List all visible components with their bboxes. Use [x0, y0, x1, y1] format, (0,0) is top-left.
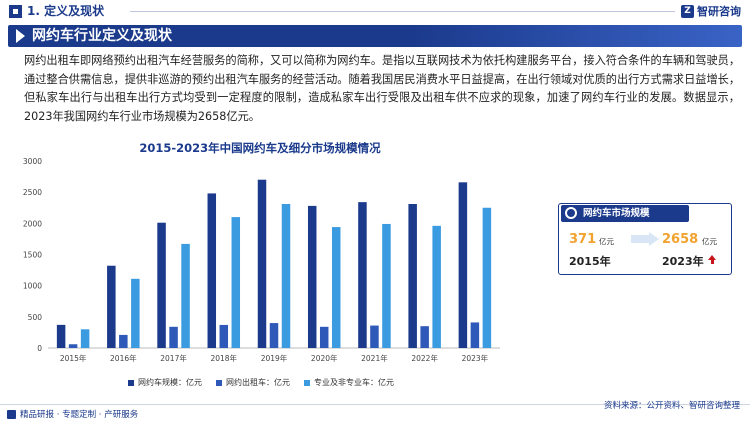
bar-s3-5: [331, 227, 341, 348]
legend-swatch-3: [304, 379, 310, 386]
arrow-right-icon: [631, 232, 659, 246]
y-tick-label-0: 0: [37, 344, 42, 353]
card-title: 网约车市场规模: [583, 208, 650, 219]
chart-title: 2015-2023年中国网约车及细分市场规模情况: [139, 141, 381, 155]
bar-s3-0: [80, 329, 90, 348]
chart-legend: 网约车规模：亿元 网约出租车：亿元 专业及非专业车：亿元: [128, 377, 408, 388]
legend-label-2: 网约出租车：亿元: [226, 378, 290, 387]
bar-s2-4: [269, 323, 279, 348]
market-size-card: 网约车市场规模 371 亿元 2658 亿元 2015年 2023年: [558, 203, 732, 275]
banner-arrow-icon: [16, 29, 25, 43]
legend-item-3: 专业及非专业车：亿元: [304, 377, 394, 388]
brand-logo-text: 智研咨询: [697, 5, 741, 18]
bar-s3-7: [432, 225, 441, 348]
brand-logo: Z 智研咨询: [681, 3, 741, 19]
bar-s3-4: [281, 204, 291, 348]
bar-s2-6: [370, 325, 379, 348]
bar-s2-0: [68, 344, 78, 348]
y-tick-label-4: 2000: [23, 219, 42, 228]
x-tick-label-3: 2018年: [210, 353, 237, 363]
bar-s3-1: [131, 278, 140, 348]
page-title: 网约车行业定义及现状: [32, 28, 172, 44]
legend-swatch-2: [216, 379, 222, 386]
intro-paragraph: 网约出租车即网络预约出租汽车经营服务的简称，又可以简称为网约车。是指以互联网技术…: [24, 54, 741, 123]
x-tick-label-0: 2015年: [60, 353, 87, 363]
bar-s1-2: [157, 222, 166, 348]
bar-s3-2: [181, 243, 190, 348]
start-value: 371: [569, 232, 597, 247]
bar-s2-5: [319, 326, 329, 348]
bar-s1-7: [408, 204, 417, 348]
x-tick-label-7: 2022年: [411, 353, 438, 363]
bar-s2-1: [119, 334, 128, 348]
legend-item-1: 网约车规模：亿元: [128, 377, 202, 388]
bar-s1-6: [358, 202, 367, 348]
end-year: 2023年: [662, 255, 704, 268]
bar-s1-0: [56, 324, 66, 348]
footer-divider: [0, 404, 750, 405]
bar-s2-3: [219, 324, 229, 348]
legend-label-1: 网约车规模：亿元: [138, 378, 202, 387]
y-tick-label-2: 1000: [23, 282, 42, 291]
y-tick-label-3: 1500: [23, 251, 42, 260]
circle-icon: [565, 207, 577, 219]
x-tick-label-6: 2021年: [361, 353, 388, 363]
top-bar: 1. 定义及现状 Z 智研咨询: [0, 0, 750, 22]
bar-s3-6: [382, 223, 391, 348]
brand-logo-icon: Z: [681, 4, 694, 18]
end-value: 2658: [662, 232, 699, 247]
footer-logo-icon: [7, 409, 16, 419]
title-banner: 网约车行业定义及现状: [8, 25, 742, 47]
legend-swatch-1: [128, 379, 134, 386]
x-tick-label-2: 2017年: [160, 353, 187, 363]
bar-s3-3: [231, 217, 241, 348]
bar-s1-8: [458, 182, 468, 348]
bar-s1-3: [207, 193, 217, 348]
x-tick-label-8: 2023年: [462, 353, 489, 363]
end-unit: 亿元: [702, 237, 717, 246]
x-tick-label-5: 2020年: [311, 353, 338, 363]
bar-s3-8: [482, 207, 492, 348]
y-tick-label-5: 2500: [23, 188, 42, 197]
card-header: 网约车市场规模: [561, 205, 689, 222]
legend-item-2: 网约出租车：亿元: [216, 377, 290, 388]
footer-left: 精品研报 · 专题定制 · 产研服务: [7, 408, 138, 420]
bar-s2-8: [470, 322, 480, 348]
legend-label-3: 专业及非专业车：亿元: [314, 378, 394, 387]
bar-s2-2: [169, 326, 178, 348]
y-tick-label-6: 3000: [23, 157, 42, 166]
bar-s1-1: [107, 265, 116, 348]
start-year: 2015年: [569, 255, 611, 268]
section-square-icon: [9, 5, 22, 18]
bar-s2-7: [420, 326, 429, 348]
section-title: 1. 定义及现状: [27, 4, 105, 18]
up-arrow-icon: [708, 255, 716, 264]
x-tick-label-4: 2019年: [261, 353, 288, 363]
start-unit: 亿元: [599, 237, 614, 246]
y-tick-label-1: 500: [28, 313, 43, 322]
bar-s1-4: [257, 179, 267, 348]
bar-s1-5: [307, 205, 317, 348]
x-tick-label-1: 2016年: [110, 353, 137, 363]
header-divider: [130, 11, 675, 12]
source-note: 资料来源：公开资料、智研咨询整理: [603, 401, 740, 411]
footer-tagline: 精品研报 · 专题定制 · 产研服务: [20, 410, 139, 420]
